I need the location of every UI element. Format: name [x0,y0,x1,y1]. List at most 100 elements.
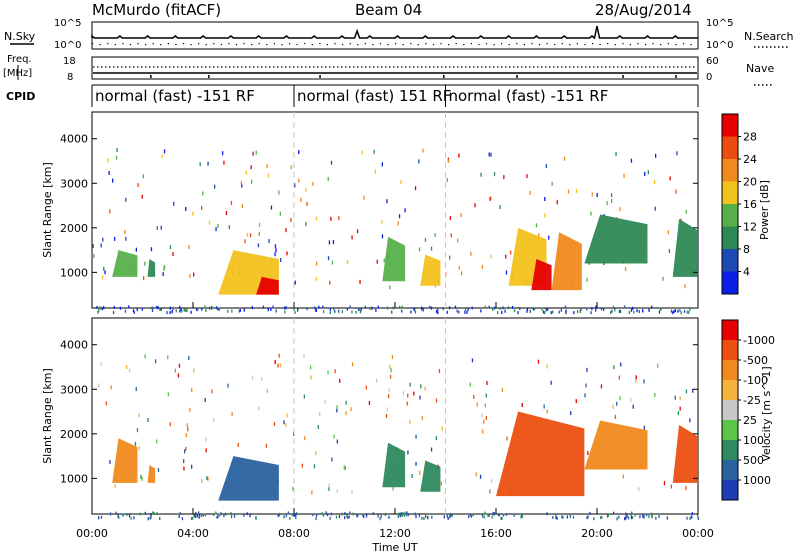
ground-scatter-cell [673,310,675,313]
ground-scatter-cell [377,305,379,309]
scatter-cell [389,374,392,379]
scatter-cell [188,356,190,360]
scatter-cell [406,401,408,406]
scatter-cell [556,200,558,205]
scatter-cell [301,463,303,468]
colorbar-swatch [722,114,738,137]
ground-scatter-cell [502,306,504,310]
ground-scatter-cell [360,308,362,312]
scatter-cell [387,394,390,399]
scatter-cell [205,437,207,442]
ground-scatter-cell [283,515,285,519]
scatter-cell [388,387,390,392]
scatter-cell [575,399,577,404]
ground-scatter-cell [513,513,515,517]
ground-scatter-cell [386,306,389,310]
ground-scatter-cell [277,514,279,518]
ground-scatter-cell [406,511,408,515]
scatter-cell [655,153,657,158]
scatter-cell [643,379,645,384]
scatter-cell [154,359,157,364]
scatter-cell [207,476,209,481]
scatter-cell [446,178,448,183]
scatter-cell [241,183,243,188]
scatter-cell [343,465,345,470]
scatter-cell [643,425,645,430]
ground-scatter-cell [630,516,633,520]
scatter-cell [183,466,185,471]
ground-scatter-cell [194,514,196,518]
ground-scatter-cell [198,511,200,515]
ground-scatter-cell [691,512,693,515]
scatter-cell [385,414,388,418]
ground-scatter-cell [521,515,524,519]
ground-scatter-cell [672,311,674,315]
data-patch [112,250,138,277]
cpid-segment-label: normal (fast) 151 RF [297,87,451,105]
ground-scatter-cell [96,305,98,309]
scatter-cell [214,184,216,189]
scatter-cell [142,174,144,179]
ground-scatter-cell [175,309,177,313]
scatter-cell [684,284,686,289]
scatter-cell [591,192,593,197]
ground-scatter-cell [689,516,691,520]
scatter-cell [490,479,493,484]
ground-scatter-cell [492,307,494,311]
ground-scatter-cell [179,309,181,313]
scatter-cell [304,436,306,441]
ground-scatter-cell [519,307,521,311]
x-tick-label: 00:00 [76,527,108,540]
ground-scatter-cell [556,516,558,520]
ground-scatter-cell [513,309,516,313]
scatter-cell [590,211,592,216]
scatter-cell [620,362,622,367]
ground-scatter-cell [497,513,500,517]
cpid-panel: CPID normal (fast) -151 RF normal (fast) … [6,84,699,107]
ground-scatter-cell [218,307,220,311]
ground-scatter-cell [630,514,632,518]
noise-search-point [576,43,578,45]
ground-scatter-cell [437,308,439,311]
ground-scatter-cell [464,310,466,314]
scatter-cell [273,422,276,426]
scatter-cell [298,178,300,183]
scatter-cell [223,160,225,165]
scatter-cell [381,219,383,224]
ground-scatter-cell [133,516,135,520]
scatter-cell [114,484,116,489]
colorbar-tick-label: -500 [743,354,768,367]
ground-scatter-cell [616,517,618,521]
ground-scatter-cell [601,516,603,519]
scatter-cell [449,216,451,221]
x-tick-label: 20:00 [581,527,613,540]
scatter-cell [630,397,632,402]
scatter-cell [537,359,540,364]
colorbar-tick-label: 12 [743,221,757,234]
scatter-cell [300,197,302,202]
scatter-cell [191,388,193,392]
ground-scatter-cell [560,308,562,312]
data-patch [496,411,585,497]
ground-scatter-cell [243,513,245,517]
noise-sky-trace [91,25,698,40]
ground-scatter-cell [497,311,499,315]
scatter-cell [490,196,492,201]
ground-scatter-cell [318,305,320,309]
scatter-cell [612,404,614,409]
ground-scatter-cell [128,514,131,518]
ground-scatter-cell [172,306,174,310]
noise-search-point [258,43,260,45]
ground-scatter-cell [362,513,364,517]
y-tick-label: 1000 [60,472,88,485]
scatter-cell [392,486,394,491]
scatter-cell [309,365,312,370]
ground-scatter-cell [493,512,495,516]
scatter-cell [109,209,111,214]
scatter-cell [202,191,204,196]
scatter-cell [638,487,640,492]
freq-left-label: Freq. [7,54,32,65]
colorbar-tick-label: 8 [743,243,750,256]
scatter-cell [485,415,487,420]
scatter-cell [315,216,318,221]
